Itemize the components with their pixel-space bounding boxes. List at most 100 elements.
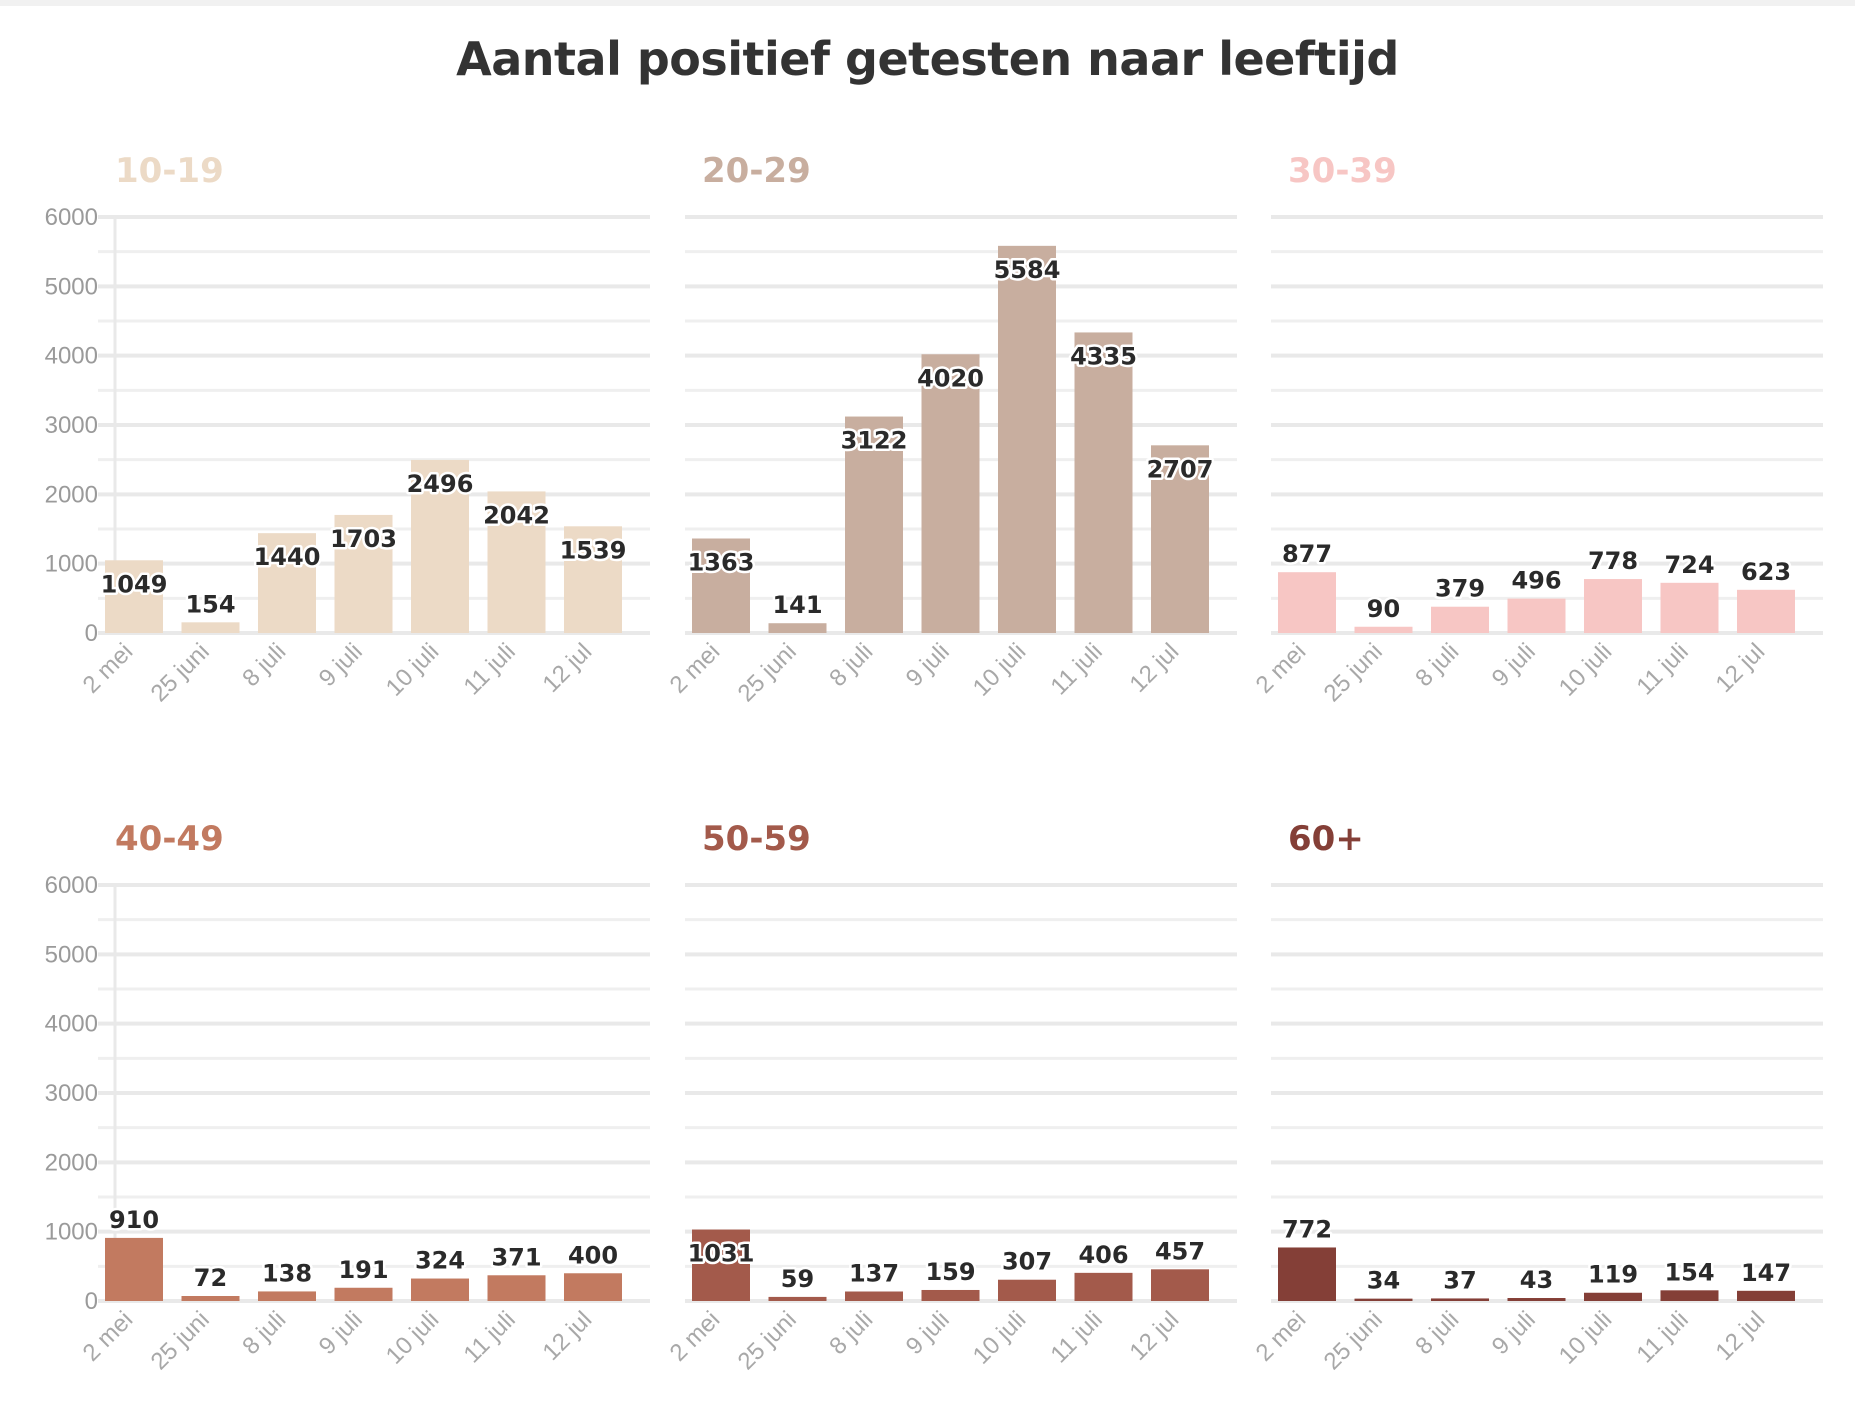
x-tick-label: 12 jul [1711,638,1771,698]
data-label: 119 [1588,1261,1638,1289]
x-tick-label: 10 juli [381,638,444,701]
chart-title: Aantal positief getesten naar leeftijd [456,32,1399,86]
x-tick-label: 12 jul [1125,638,1185,698]
bar-1019 [105,560,163,633]
data-label: 72 [194,1264,227,1292]
bar-4049 [564,1273,622,1301]
bar-3039 [1431,606,1489,633]
x-tick-label: 8 juli [237,1306,291,1360]
data-label: 379 [1435,575,1485,603]
x-tick-label: 10 juli [1554,1306,1617,1369]
x-tick-label: 11 juli [1046,638,1108,700]
x-tick-label: 8 juli [237,638,291,692]
data-label: 138 [262,1259,312,1287]
data-label: 154 [185,590,235,618]
bar-3039 [1278,572,1336,633]
y-tick-label: 0 [85,1288,98,1315]
data-label: 137 [849,1260,899,1288]
x-tick-label: 9 juli [901,1306,955,1360]
x-tick-label: 25 juni [733,1306,802,1375]
data-label: 772 [1282,1215,1332,1243]
x-tick-label: 11 juli [1632,638,1694,700]
bar-1019 [334,514,393,633]
y-tick-label: 6000 [45,872,98,899]
data-label: 324 [415,1247,465,1275]
y-tick-label: 4000 [45,343,98,370]
bar-2029 [768,623,827,633]
bar-1019 [181,622,240,633]
y-tick-label: 5000 [45,273,98,300]
bar-60 [1278,1247,1336,1301]
bar-5059 [768,1296,827,1301]
y-tick-label: 6000 [45,204,98,231]
data-label: 371 [491,1243,541,1271]
x-tick-label: 25 juni [146,1306,215,1375]
y-tick-label: 2000 [45,481,98,508]
x-tick-label: 10 juli [381,1306,444,1369]
bar-4049 [258,1291,316,1301]
bar-2029 [998,245,1056,634]
data-label: 3122 [841,427,908,455]
y-tick-label: 2000 [45,1149,98,1176]
data-label: 34 [1367,1267,1400,1295]
data-label: 154 [1664,1258,1714,1286]
x-tick-label: 10 juli [968,638,1031,701]
x-tick-label: 25 juni [1319,638,1388,707]
panel-title-2029: 20-29 [702,151,811,191]
x-tick-label: 8 juli [824,1306,878,1360]
bar-3039 [1507,598,1566,633]
y-tick-label: 3000 [45,412,98,439]
x-tick-label: 12 jul [538,1306,598,1366]
y-tick-label: 0 [85,620,98,647]
x-tick-label: 10 juli [968,1306,1031,1369]
data-label: 877 [1282,540,1332,568]
panel-title-60: 60+ [1288,819,1364,859]
bar-60 [1354,1298,1413,1301]
data-label: 1539 [560,536,627,564]
y-tick-label: 3000 [45,1080,98,1107]
bar-3039 [1354,626,1413,633]
x-tick-label: 9 juli [901,638,955,692]
x-tick-label: 2 mei [78,1306,139,1367]
x-tick-label: 2 mei [1251,638,1312,699]
data-label: 2042 [483,501,550,529]
data-label: 1703 [330,525,397,553]
bar-5059 [1151,1269,1209,1301]
data-label: 724 [1664,551,1714,579]
bar-2029 [921,354,980,633]
y-tick-label: 1000 [45,551,98,578]
panel-title-4049: 40-49 [115,819,224,859]
bar-5059 [998,1279,1056,1301]
bar-5059 [692,1229,750,1301]
data-label: 623 [1741,558,1791,586]
bar-60 [1584,1292,1642,1301]
data-label: 5584 [994,256,1061,284]
bar-4049 [487,1275,546,1301]
x-tick-label: 11 juli [459,1306,521,1368]
data-label: 59 [781,1265,814,1293]
x-tick-label: 2 mei [665,638,726,699]
data-label: 2496 [407,470,474,498]
x-tick-label: 9 juli [1487,638,1541,692]
x-tick-label: 11 juli [1046,1306,1108,1368]
x-tick-label: 2 mei [665,1306,726,1367]
data-label: 147 [1741,1259,1791,1287]
data-label: 1363 [688,548,755,576]
data-label: 191 [338,1256,388,1284]
panel-title-1019: 10-19 [115,151,224,191]
bar-2029 [1074,332,1133,633]
x-tick-label: 2 mei [78,638,139,699]
data-label: 400 [568,1241,618,1269]
data-label: 1049 [101,570,168,598]
x-tick-label: 11 juli [1632,1306,1694,1368]
data-label: 2707 [1147,455,1214,483]
x-tick-label: 8 juli [824,638,878,692]
bar-1019 [487,491,546,633]
bar-60 [1737,1290,1795,1301]
data-label: 4020 [917,364,984,392]
bar-5059 [1074,1272,1133,1301]
data-label: 37 [1443,1266,1476,1294]
data-label: 4335 [1070,342,1137,370]
x-tick-label: 12 jul [1125,1306,1185,1366]
bar-4049 [105,1237,163,1301]
